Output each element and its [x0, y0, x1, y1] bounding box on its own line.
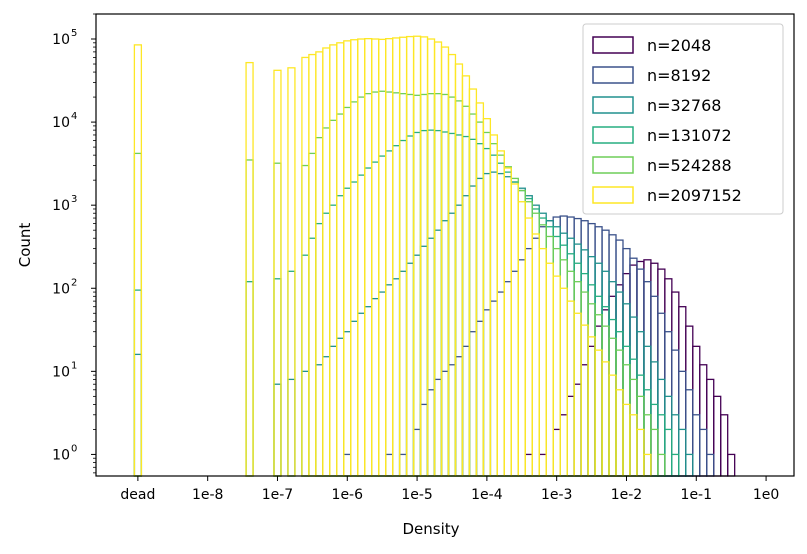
x-tick-label: 1e0: [753, 487, 779, 503]
x-tick-label: 1e-2: [611, 487, 642, 503]
legend-item: n=32768: [592, 96, 721, 115]
y-tick-label: 10: [52, 115, 70, 131]
legend-swatch: [592, 36, 634, 54]
x-tick-label: 1e-4: [471, 487, 503, 503]
legend-item: n=8192: [592, 66, 711, 85]
legend-item: n=524288: [592, 156, 732, 175]
axes-layer: dead 1e-8 1e-7 1e-6 1e-5 1e-4 1e-3 1e-2 1e-1 1e0 1…: [16, 13, 795, 538]
x-tick-label: 1e-8: [192, 487, 223, 503]
y-tick-exponent: 1: [71, 360, 77, 371]
y-tick-exponent: 0: [71, 443, 77, 454]
y-axis-label: Count: [16, 223, 34, 268]
legend-item: n=131072: [592, 126, 732, 145]
y-tick-exponent: 3: [71, 194, 77, 205]
legend-label: n=32768: [647, 96, 721, 115]
legend-swatch: [592, 96, 634, 114]
legend-label: n=8192: [647, 66, 711, 85]
axes-frame: [95, 13, 795, 477]
y-tick-label: 10: [52, 447, 70, 463]
legend-swatch: [592, 126, 634, 144]
x-tick-label: 1e-3: [541, 487, 572, 503]
legend-swatch: [592, 186, 634, 204]
legend: n=2048 n=8192 n=32768 n=131072 n=524288 n=209…: [582, 23, 784, 215]
y-tick-label: 10: [52, 198, 70, 214]
legend-swatch: [592, 66, 634, 84]
y-tick-label: 10: [52, 32, 70, 48]
x-tick-label: dead: [120, 487, 155, 503]
x-tick-label: 1e-1: [681, 487, 712, 503]
y-tick-label: 10: [52, 281, 70, 297]
legend-item: n=2097152: [592, 186, 742, 205]
legend-label: n=2048: [647, 36, 711, 55]
x-tick-label: 1e-7: [262, 487, 293, 503]
legend-swatch: [592, 156, 634, 174]
legend-label: n=524288: [647, 156, 732, 175]
legend-label: n=2097152: [647, 186, 742, 205]
y-tick-exponent: 5: [71, 28, 77, 39]
x-tick-label: 1e-5: [401, 487, 432, 503]
x-axis-label: Density: [402, 520, 459, 538]
y-tick-exponent: 4: [71, 111, 77, 122]
y-tick-exponent: 2: [71, 277, 77, 288]
legend-label: n=131072: [647, 126, 732, 145]
y-tick-label: 10: [52, 364, 70, 380]
x-tick-label: 1e-6: [332, 487, 364, 503]
legend-item: n=2048: [592, 36, 711, 55]
